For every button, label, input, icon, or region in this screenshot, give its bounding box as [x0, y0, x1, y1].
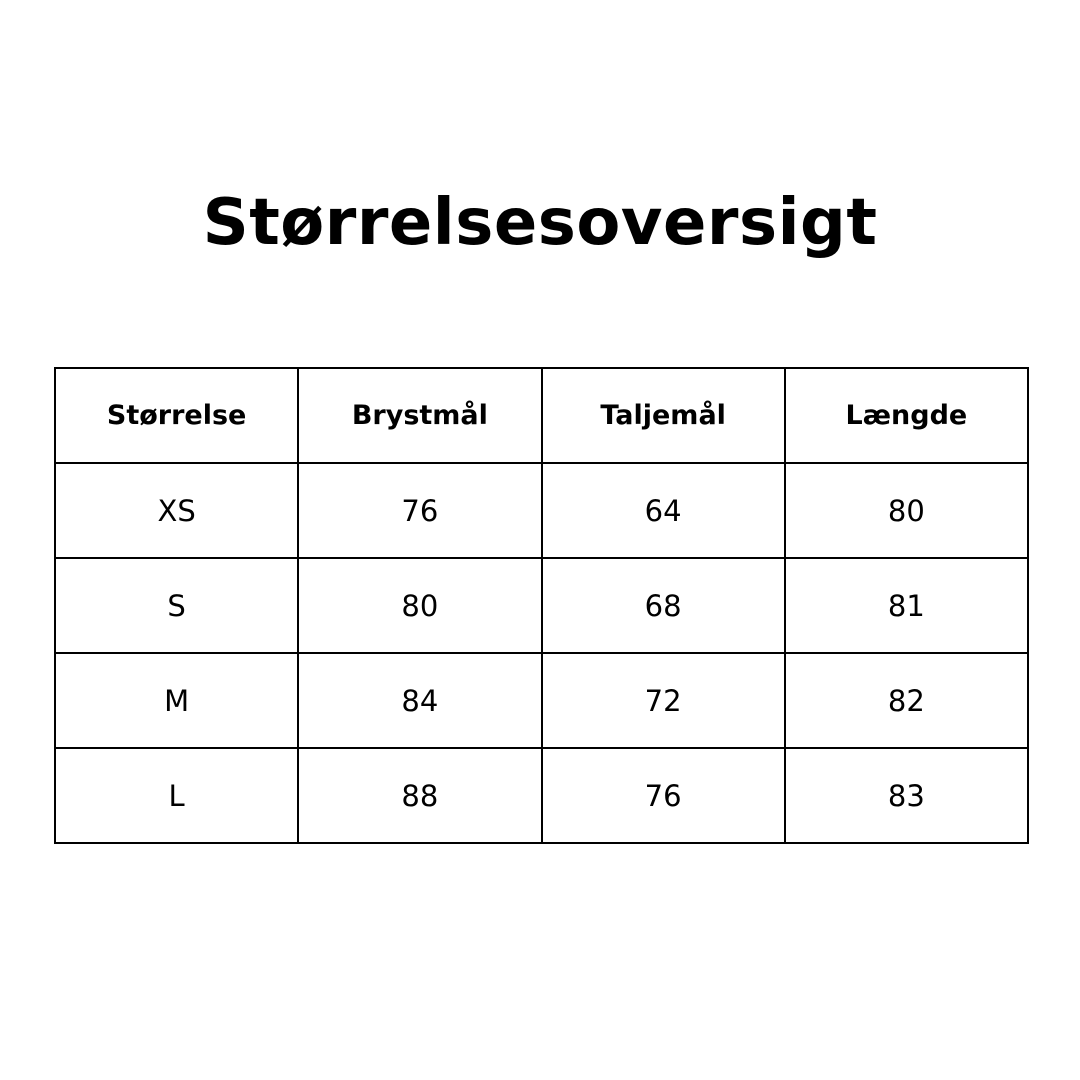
cell-chest: 80 [297, 557, 543, 654]
cell-size: M [53, 652, 300, 749]
table-row: L 88 76 83 [53, 747, 1030, 844]
header-waist: Taljemål [540, 367, 786, 464]
table-row: M 84 72 82 [53, 652, 1030, 749]
cell-waist: 68 [540, 557, 786, 654]
cell-length: 81 [783, 557, 1030, 654]
table-row: XS 76 64 80 [53, 462, 1030, 559]
cell-size: L [53, 747, 300, 844]
cell-length: 82 [783, 652, 1030, 749]
page-title: Størrelsesoversigt [202, 186, 878, 260]
cell-size: S [53, 557, 300, 654]
header-length: Længde [783, 367, 1030, 464]
table-row: S 80 68 81 [53, 557, 1030, 654]
cell-chest: 84 [297, 652, 543, 749]
cell-size: XS [53, 462, 300, 559]
table-header-row: Størrelse Brystmål Taljemål Længde [53, 367, 1030, 464]
cell-chest: 88 [297, 747, 543, 844]
cell-waist: 64 [540, 462, 786, 559]
cell-length: 83 [783, 747, 1030, 844]
size-chart-table: Størrelse Brystmål Taljemål Længde XS 76… [53, 367, 1030, 844]
cell-length: 80 [783, 462, 1030, 559]
cell-waist: 72 [540, 652, 786, 749]
cell-waist: 76 [540, 747, 786, 844]
header-chest: Brystmål [297, 367, 543, 464]
header-size: Størrelse [53, 367, 300, 464]
cell-chest: 76 [297, 462, 543, 559]
